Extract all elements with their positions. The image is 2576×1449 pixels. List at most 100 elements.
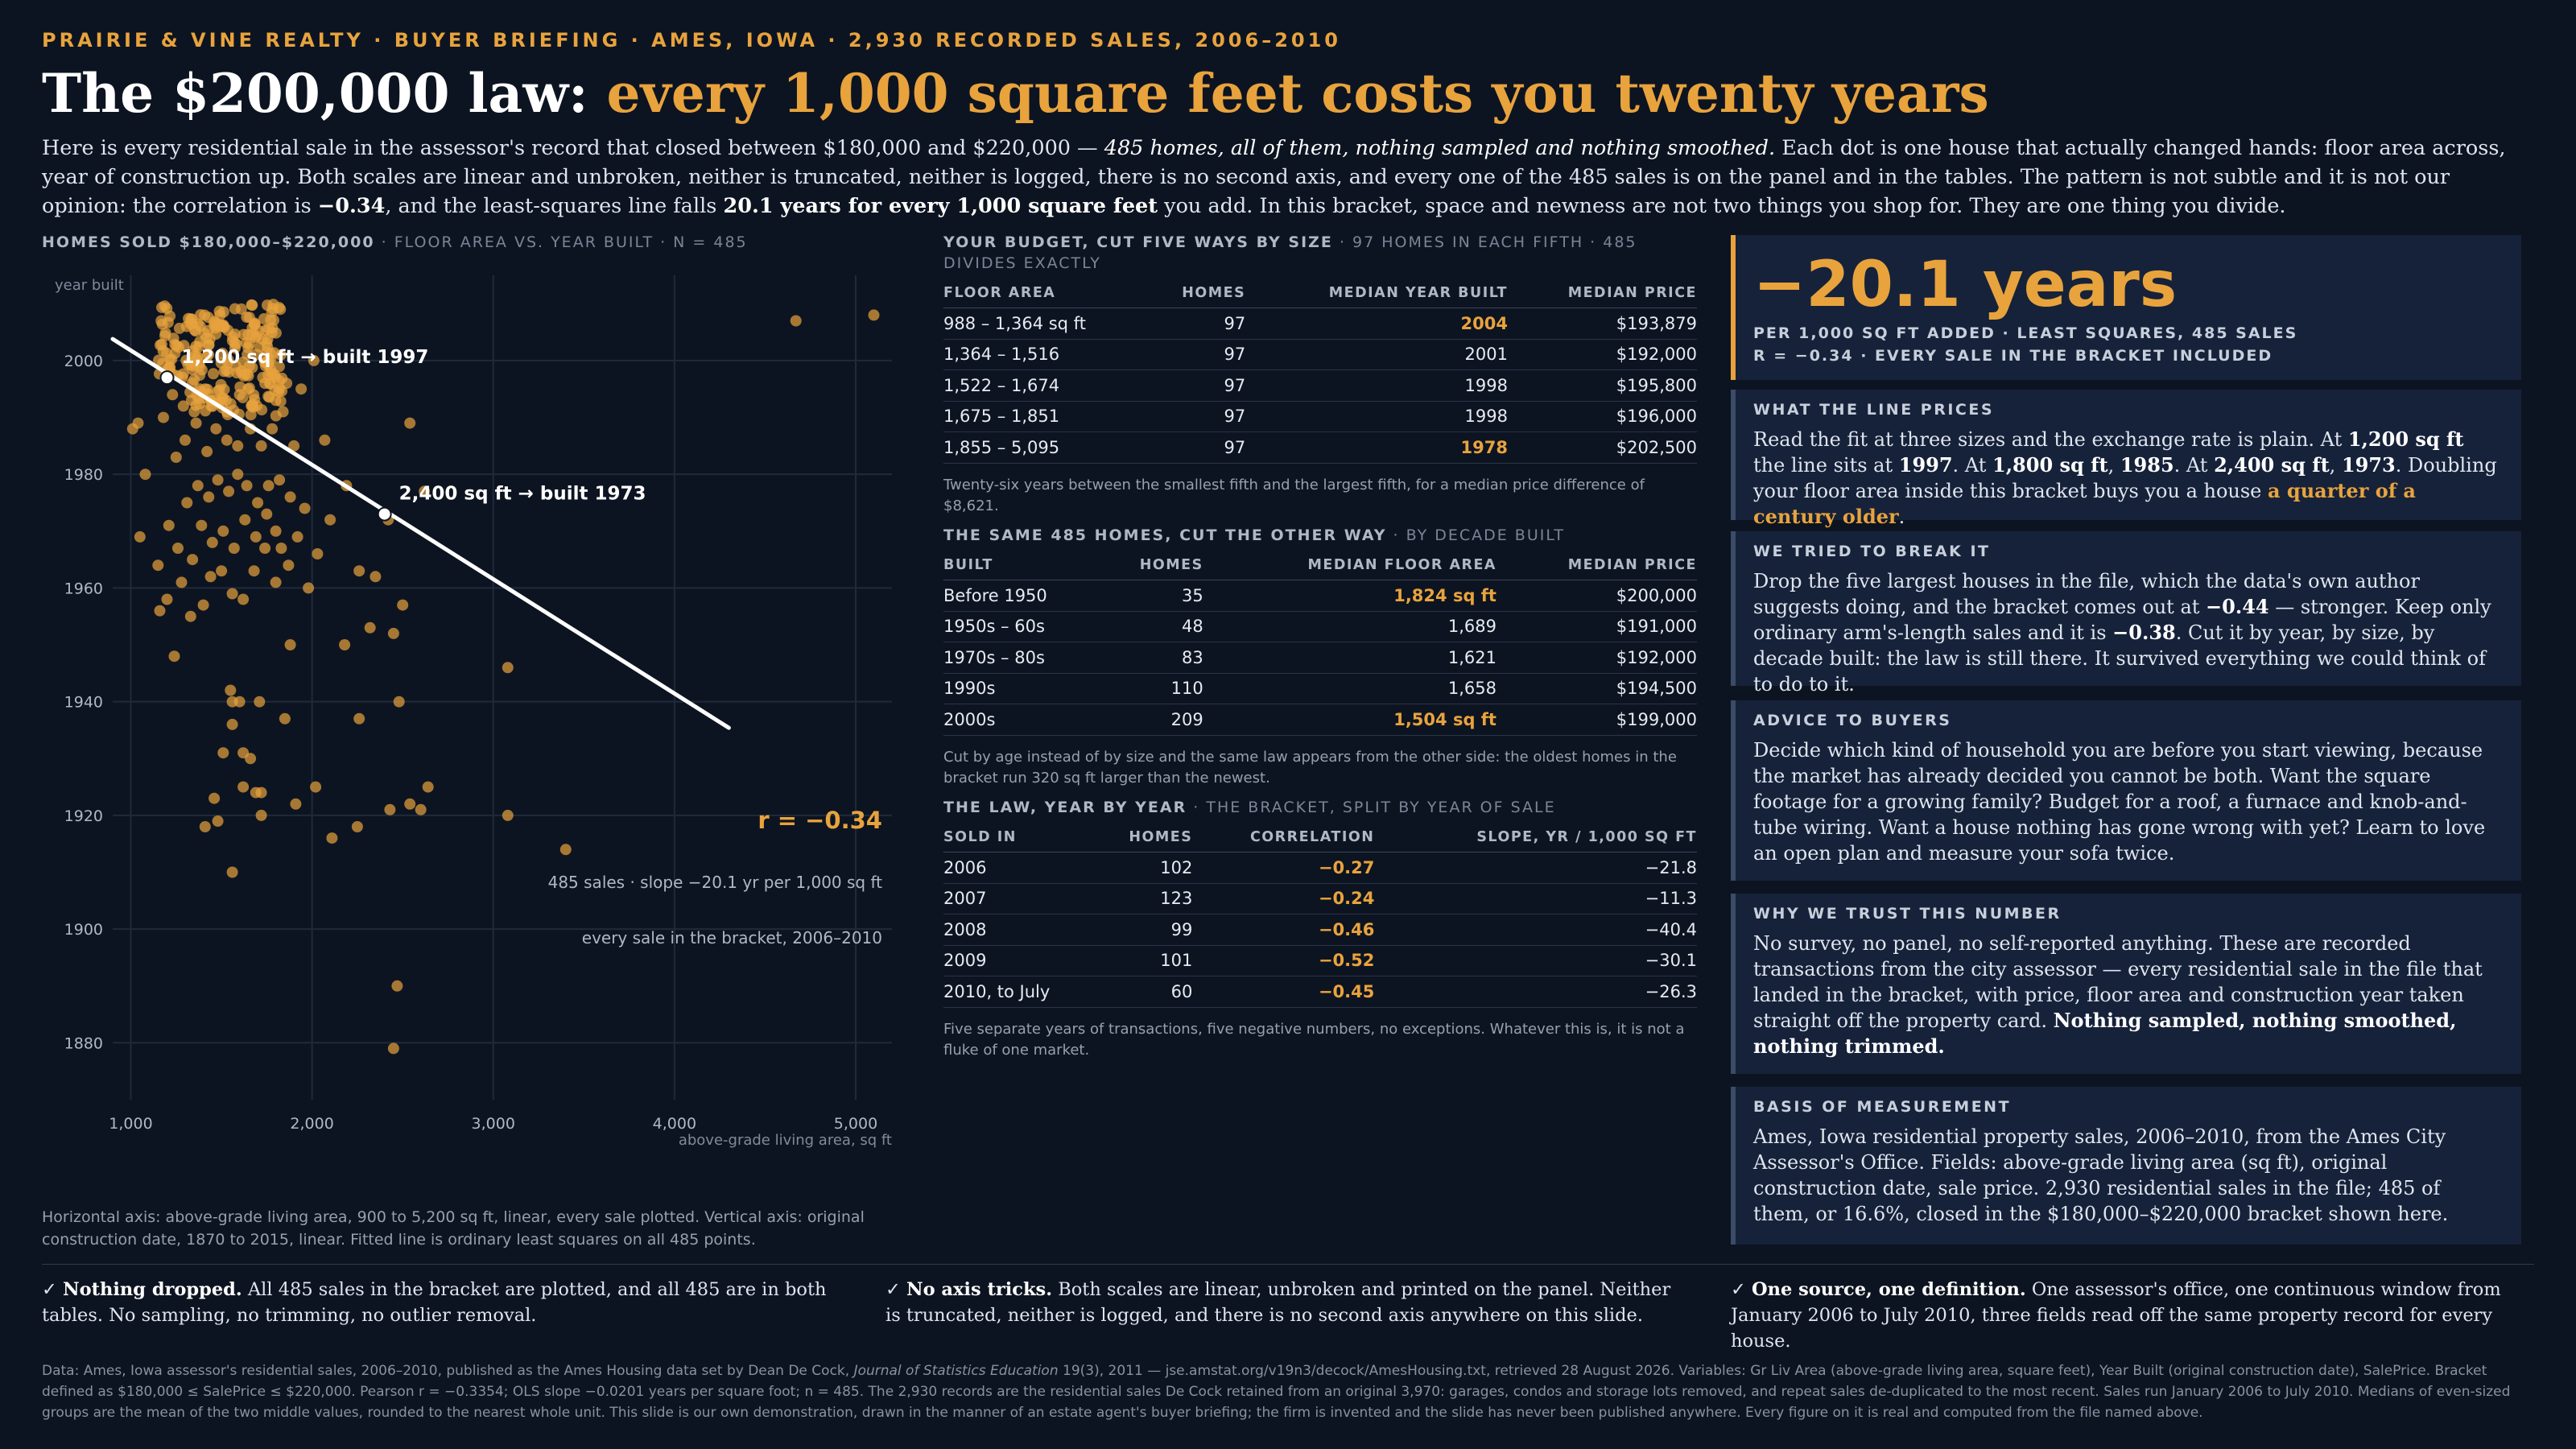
scatter-point <box>228 543 240 554</box>
source-note: Data: Ames, Iowa assessor's residential … <box>42 1363 2511 1421</box>
scatter-point <box>312 548 324 559</box>
scatter-point <box>275 395 287 407</box>
scatter-point <box>267 299 279 311</box>
y-axis-label: year built <box>55 277 124 294</box>
table-row: 1,522 – 1,674 97 1998 $195,800 <box>943 369 1697 402</box>
scatter-point <box>206 536 218 548</box>
scatter-point <box>404 417 416 429</box>
scatter-point <box>178 340 190 352</box>
scatter-point <box>242 342 254 353</box>
scatter-point <box>268 314 279 326</box>
fit-line <box>110 336 731 730</box>
card-break-head: WE TRIED TO BREAK IT <box>1753 543 1991 560</box>
scatter-point <box>264 378 276 390</box>
col-sold-in: SOLD IN <box>943 824 1100 852</box>
scatter-point <box>415 803 427 815</box>
size-table: FLOOR AREA HOMES MEDIAN YEAR BUILT MEDIA… <box>943 280 1697 464</box>
scatter-point <box>156 301 167 313</box>
card-line: WHAT THE LINE PRICES Read the fit at thr… <box>1731 390 2521 528</box>
scatter-point <box>284 491 296 503</box>
col-built: BUILT <box>943 552 1105 580</box>
scatter-point <box>223 485 235 497</box>
scatter-point <box>364 621 376 634</box>
scatter-point <box>273 361 285 373</box>
table-row: 1,675 – 1,851 97 1998 $196,000 <box>943 401 1697 432</box>
scatter-point <box>180 434 191 446</box>
scatter-point <box>156 318 168 330</box>
scatter-point <box>175 576 188 588</box>
scope-annotation: every sale in the bracket, 2006–2010 <box>582 928 882 947</box>
card-advice: ADVICE TO BUYERS Decide which kind of ho… <box>1731 700 2521 881</box>
headline-lead: The $200,000 law: <box>42 62 588 125</box>
year-table-note: Five separate years of transactions, fiv… <box>943 1020 1685 1059</box>
decade-table: BUILT HOMES MEDIAN FLOOR AREA MEDIAN PRI… <box>943 552 1697 736</box>
scatter-point <box>237 593 250 605</box>
axis-note: Horizontal axis: above-grade living area… <box>42 1208 865 1249</box>
scatter-point <box>212 474 224 486</box>
scatter-point <box>194 336 206 348</box>
card-break: WE TRIED TO BREAK IT Drop the five large… <box>1731 531 2521 696</box>
fit-markers: 1,200 sq ft → built 1997 2,400 sq ft → bu… <box>159 347 646 522</box>
scatter-point <box>158 411 169 423</box>
scatter-point <box>196 519 208 531</box>
scatter-point <box>319 434 331 446</box>
scatter-point <box>283 559 295 572</box>
scatter-point <box>208 792 221 804</box>
scatter-point <box>266 423 279 435</box>
table-row: 1,364 – 1,516 97 2001 $192,000 <box>943 339 1697 370</box>
fit-marker-dot <box>377 506 392 522</box>
x-tick-label: 5,000 <box>834 1115 877 1133</box>
scatter-point <box>270 576 282 588</box>
x-axis-label: above-grade living area, sq ft <box>679 1132 892 1149</box>
scatter-point <box>152 559 164 572</box>
size-table-title: YOUR BUDGET, CUT FIVE WAYS BY SIZE · 97 … <box>943 233 1637 272</box>
scatter-point <box>243 312 255 324</box>
scatter-point <box>404 798 416 810</box>
scatter-point <box>167 389 179 401</box>
y-tick-label: 1980 <box>64 466 103 484</box>
scatter-point <box>250 530 262 543</box>
col-median-year: MEDIAN YEAR BUILT <box>1245 280 1508 308</box>
dek-italic: 485 homes, all of them, nothing sampled … <box>1104 136 1776 160</box>
y-tick-label: 1900 <box>64 921 103 939</box>
card-basis-head: BASIS OF MEASUREMENT <box>1753 1098 2012 1116</box>
big-number-card: −20.1 years PER 1,000 SQ FT ADDED · LEAS… <box>1731 235 2521 380</box>
dek-rate: 20.1 years for every 1,000 square feet <box>723 194 1158 218</box>
scatter-point <box>237 370 250 382</box>
scatter-point <box>201 445 213 457</box>
scatter-point <box>246 361 258 374</box>
scatter-point <box>221 434 233 446</box>
headline-accent: every 1,000 square feet costs you twenty… <box>606 62 1989 125</box>
decade-table-title: THE SAME 485 HOMES, CUT THE OTHER WAY · … <box>943 526 1565 544</box>
scatter-point <box>422 781 434 793</box>
table-row: 2000s 209 1,504 sq ft $199,000 <box>943 704 1697 736</box>
scatter-point <box>209 322 221 334</box>
scatter-point <box>245 753 257 765</box>
decade-table-note: Cut by age instead of by size and the sa… <box>943 748 1677 786</box>
scatter-point <box>397 599 409 611</box>
card-advice-head: ADVICE TO BUYERS <box>1753 712 1952 729</box>
scatter-point <box>252 497 264 509</box>
col-floor-area: FLOOR AREA <box>943 280 1153 308</box>
scatter-point <box>170 452 182 463</box>
scatter-point <box>192 480 204 492</box>
scatter-point <box>208 368 219 380</box>
decade-table-block: THE SAME 485 HOMES, CUT THE OTHER WAY · … <box>943 525 1697 789</box>
big-number-sub-1: PER 1,000 SQ FT ADDED · LEAST SQUARES, 4… <box>1753 324 2298 342</box>
scatter-point <box>161 593 173 605</box>
scatter-point <box>237 391 249 403</box>
card-trust: WHY WE TRUST THIS NUMBER No survey, no p… <box>1731 894 2521 1074</box>
scatter-point <box>502 662 514 674</box>
scatter-point <box>157 357 169 369</box>
scatter-point <box>326 832 338 844</box>
col-slope: SLOPE, YR / 1,000 SQ FT <box>1374 824 1697 852</box>
col-homes: HOMES <box>1099 824 1193 852</box>
col-homes: HOMES <box>1152 280 1246 308</box>
r-annotation: r = −0.34 <box>758 807 882 834</box>
scatter-point <box>172 543 184 554</box>
scatter-point <box>790 315 802 327</box>
scatter-point <box>251 330 263 342</box>
year-table-block: THE LAW, YEAR BY YEAR · THE BRACKET, SPL… <box>943 797 1697 1061</box>
scatter-point <box>177 368 189 380</box>
card-trust-head: WHY WE TRUST THIS NUMBER <box>1753 905 2062 923</box>
